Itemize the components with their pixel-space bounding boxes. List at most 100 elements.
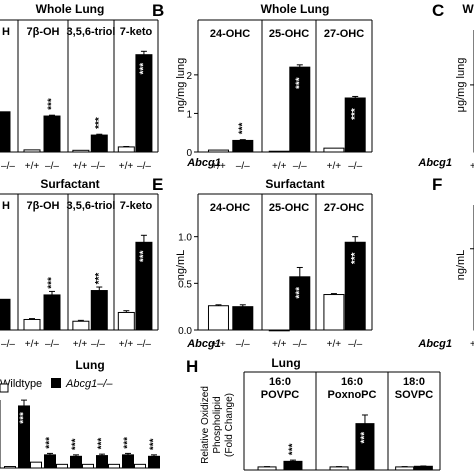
legend-ko: Abcg1–/– <box>65 378 113 390</box>
bar-g-ko-1 <box>44 454 56 469</box>
sig-g-0: *** <box>19 412 30 424</box>
tick-label-b-1: –/– <box>236 161 250 172</box>
bar-g-ko-2 <box>70 455 82 469</box>
tick-label-d-4: –/– <box>91 339 105 350</box>
genotype-label-f: Abcg1 <box>417 338 452 350</box>
subpanel-title-d-3: 7-keto <box>120 200 153 212</box>
tick-label-f-0: + <box>470 339 474 350</box>
tick-label-e-5: –/– <box>348 339 362 350</box>
sig-g-1: *** <box>45 437 56 449</box>
bar-g-ko-4 <box>122 454 134 469</box>
tick-label-c-0: + <box>470 161 474 172</box>
subpanel-title-b-1: 25-OHC <box>269 28 309 40</box>
bar-d-3-0 <box>117 311 135 331</box>
tick-label-b-0: +/+ <box>211 161 226 172</box>
tick-label-a-2: –/– <box>45 161 59 172</box>
panel-letter-h: H <box>186 357 198 376</box>
bar-g-ko-3 <box>96 455 108 469</box>
sig-b-2-1: *** <box>350 108 361 120</box>
bar-b-0-1 <box>232 139 254 153</box>
tick-label-b-5: –/– <box>348 161 362 172</box>
subpanel-title-a-2: 3,5,6-triol <box>67 26 116 38</box>
sig-h-0-1: *** <box>288 443 299 455</box>
subpanel-title-h-2: 18:0 <box>403 376 425 388</box>
tick-label-d-6: –/– <box>137 339 151 350</box>
sig-a-2-1: *** <box>94 117 105 129</box>
title-c: W <box>462 2 474 16</box>
tick-label-e-2: +/+ <box>272 339 287 350</box>
tick-label-e-3: –/– <box>293 339 307 350</box>
bar-h-1-1 <box>355 423 375 471</box>
sig-g-2: *** <box>71 438 82 450</box>
sig-e-2-1: *** <box>350 252 361 264</box>
bar-h-2-0 <box>395 466 415 471</box>
subpanel-subtitle-h-2: SOVPC <box>395 389 434 401</box>
ylabel-h: Relative Oxidized Phospholipid (Fold Cha… <box>200 386 235 464</box>
tick-label-a-5: +/+ <box>119 161 134 172</box>
bar-e-2-0 <box>323 294 345 331</box>
tick-label-d-5: +/+ <box>119 339 134 350</box>
title-h: Lung <box>271 356 300 370</box>
sig-d-2-1: *** <box>94 273 105 285</box>
y-tick-label-b-0: 0 <box>186 148 192 159</box>
bar-g-ko-5 <box>148 455 160 469</box>
bar-g-wt-3 <box>82 463 94 469</box>
y-tick-label-e-1: 0.5 <box>178 279 192 290</box>
sig-b-1-1: *** <box>294 77 305 89</box>
bar-a-1-1 <box>43 115 61 153</box>
bar-g-wt-5 <box>134 463 146 469</box>
bar-g-wt-1 <box>30 461 42 469</box>
bar-e-0-1 <box>232 306 254 331</box>
tick-label-a-6: –/– <box>137 161 151 172</box>
subpanel-title-a-3: 7-keto <box>120 26 153 38</box>
title-d: Surfactant <box>40 177 99 191</box>
title-b: Whole Lung <box>261 2 330 16</box>
tick-label-d-2: –/– <box>45 339 59 350</box>
subpanel-title-h-0: 16:0 <box>269 376 291 388</box>
tick-label-d-3: +/+ <box>73 339 88 350</box>
title-a: Whole Lung <box>36 2 105 16</box>
genotype-label-b: Abcg1 <box>186 157 221 169</box>
bar-a-1-0 <box>23 149 41 153</box>
panel-letter-c: C <box>432 1 444 20</box>
tick-label-a-1: +/+ <box>25 161 40 172</box>
title-e: Surfactant <box>265 177 324 191</box>
y-tick-label-e-2: 1.0 <box>178 233 192 244</box>
tick-label-a-3: +/+ <box>73 161 88 172</box>
bar-d-2-0 <box>72 320 90 331</box>
bar-b-1-0 <box>268 150 290 153</box>
y-tick-label-b-1: 1 <box>186 109 192 120</box>
title-g: Lung <box>75 358 104 372</box>
bar-d-0-1 <box>0 298 11 331</box>
subpanel-title-e-2: 27-OHC <box>324 202 364 214</box>
bar-d-1-1 <box>43 294 61 331</box>
legend-swatch-wt <box>0 383 9 393</box>
bar-a-2-1 <box>90 134 108 153</box>
bar-h-0-0 <box>257 466 277 471</box>
bar-h-2-1 <box>413 465 433 471</box>
subpanel-title-a-1: 7β-OH <box>27 26 60 38</box>
y-tick-label-b-2: 2 <box>186 71 192 82</box>
subpanel-title-h-1: 16:0 <box>341 376 363 388</box>
sig-a-3-1: *** <box>139 63 150 75</box>
panel-letter-e: E <box>152 175 163 194</box>
sig-g-5: *** <box>149 438 160 450</box>
ylabel-f: ng/mL <box>455 250 467 281</box>
sig-g-3: *** <box>97 438 108 450</box>
subpanel-title-b-0: 24-OHC <box>210 28 250 40</box>
bar-g-wt-2 <box>56 463 68 469</box>
legend-swatch-ko <box>51 378 61 388</box>
tick-label-d-0: –/– <box>1 339 15 350</box>
bar-a-0-1 <box>0 111 11 153</box>
tick-label-d-1: +/+ <box>25 339 40 350</box>
sig-h-1-1: *** <box>360 432 371 444</box>
bar-h-1-0 <box>329 466 349 471</box>
y-tick-label-e-0: 0.0 <box>178 326 192 337</box>
bar-b-2-0 <box>323 147 345 153</box>
legend-wildtype: Wildtype <box>0 378 42 390</box>
sig-b-0-1: *** <box>237 122 248 134</box>
tick-label-a-0: –/– <box>1 161 15 172</box>
sig-a-1-1: *** <box>47 98 58 110</box>
legend-g: Wildtype Abcg1–/– <box>0 378 113 390</box>
sig-e-1-1: *** <box>294 287 305 299</box>
